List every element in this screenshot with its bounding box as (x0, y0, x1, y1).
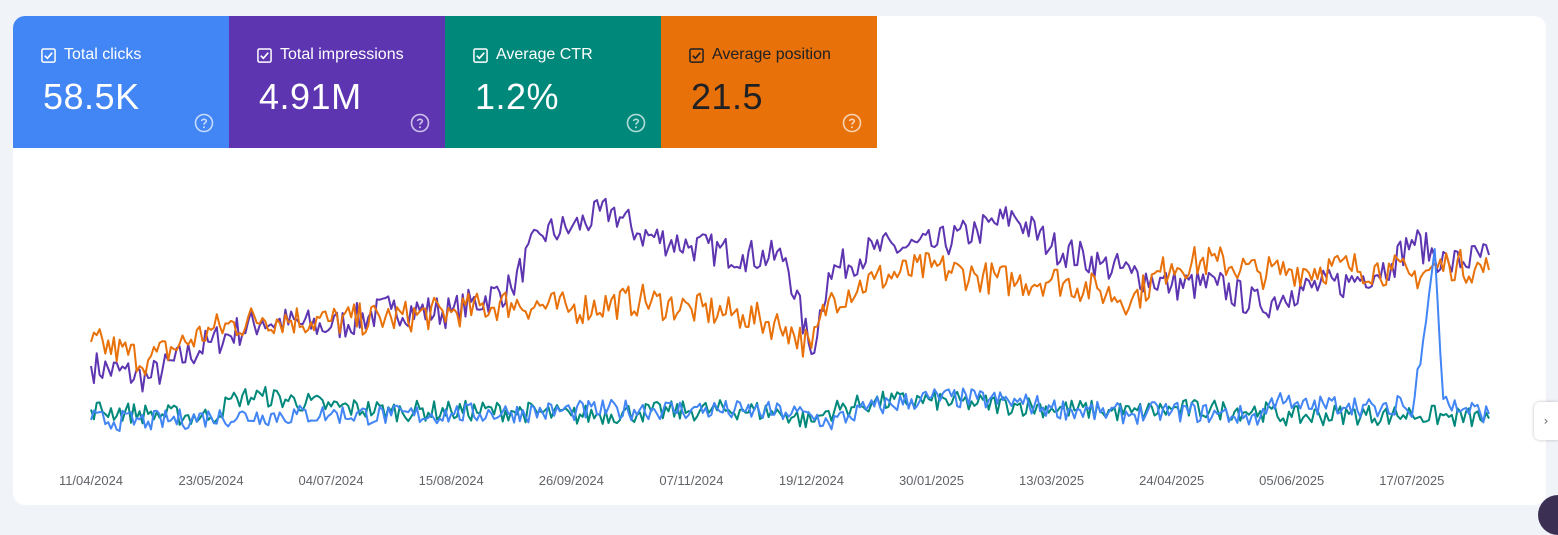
checkbox-checked-icon[interactable] (689, 47, 704, 63)
x-tick-label: 23/05/2024 (179, 473, 244, 488)
metric-label: Total clicks (64, 46, 142, 63)
x-tick-label: 04/07/2024 (299, 473, 364, 488)
x-tick-label: 05/06/2025 (1259, 473, 1324, 488)
metric-value: 1.2% (475, 76, 560, 117)
metric-cards: Total clicks 58.5K Total impressions 4.9… (13, 16, 877, 148)
line-chart-svg[interactable]: 11/04/2024 23/05/2024 04/07/2024 15/08/2024… (13, 148, 1546, 505)
x-tick-label: 07/11/2024 (659, 473, 723, 488)
x-axis-labels: 11/04/2024 23/05/2024 04/07/2024 15/08/2024… (59, 473, 1444, 488)
performance-chart[interactable]: 11/04/2024 23/05/2024 04/07/2024 15/08/2024… (13, 148, 1546, 505)
x-tick-label: 11/04/2024 (59, 473, 123, 488)
series-line-average-ctr[interactable] (90, 386, 1490, 429)
checkbox-checked-icon[interactable] (473, 47, 488, 63)
metric-label: Average CTR (496, 46, 593, 63)
metric-value: 21.5 (691, 76, 764, 117)
metric-card-total-impressions[interactable]: Total impressions 4.91M (229, 16, 445, 148)
metric-value: 58.5K (43, 76, 140, 117)
x-tick-label: 30/01/2025 (899, 473, 964, 488)
metric-card-header: Average CTR (473, 46, 593, 64)
x-tick-label: 24/04/2025 (1139, 473, 1204, 488)
metric-card-average-ctr[interactable]: Average CTR 1.2% (445, 16, 661, 148)
series-line-total-impressions[interactable] (90, 197, 1490, 393)
metric-card-total-clicks[interactable]: Total clicks 58.5K (13, 16, 229, 148)
performance-panel: Total clicks 58.5K Total impressions 4.9… (13, 16, 1546, 505)
metric-label: Total impressions (280, 46, 404, 63)
x-tick-label: 13/03/2025 (1019, 473, 1084, 488)
help-circle-icon[interactable] (194, 113, 214, 133)
series-line-average-position[interactable] (90, 246, 1490, 376)
checkbox-checked-icon[interactable] (41, 47, 56, 63)
series-line-total-clicks[interactable] (90, 248, 1490, 432)
metric-label: Average position (712, 46, 831, 63)
metric-card-header: Average position (689, 46, 831, 64)
help-circle-icon[interactable] (410, 113, 430, 133)
help-circle-icon[interactable] (626, 113, 646, 133)
metric-card-header: Total clicks (41, 46, 141, 64)
x-tick-label: 26/09/2024 (539, 473, 604, 488)
metric-card-header: Total impressions (257, 46, 404, 64)
series-layer (90, 197, 1490, 432)
metric-card-average-position[interactable]: Average position 21.5 (661, 16, 877, 148)
x-tick-label: 19/12/2024 (779, 473, 844, 488)
x-tick-label: 15/08/2024 (419, 473, 484, 488)
checkbox-checked-icon[interactable] (257, 47, 272, 63)
x-tick-label: 17/07/2025 (1379, 473, 1444, 488)
chevron-right-icon[interactable]: › (1534, 402, 1558, 440)
help-circle-icon[interactable] (842, 113, 862, 133)
metric-value: 4.91M (259, 76, 362, 117)
